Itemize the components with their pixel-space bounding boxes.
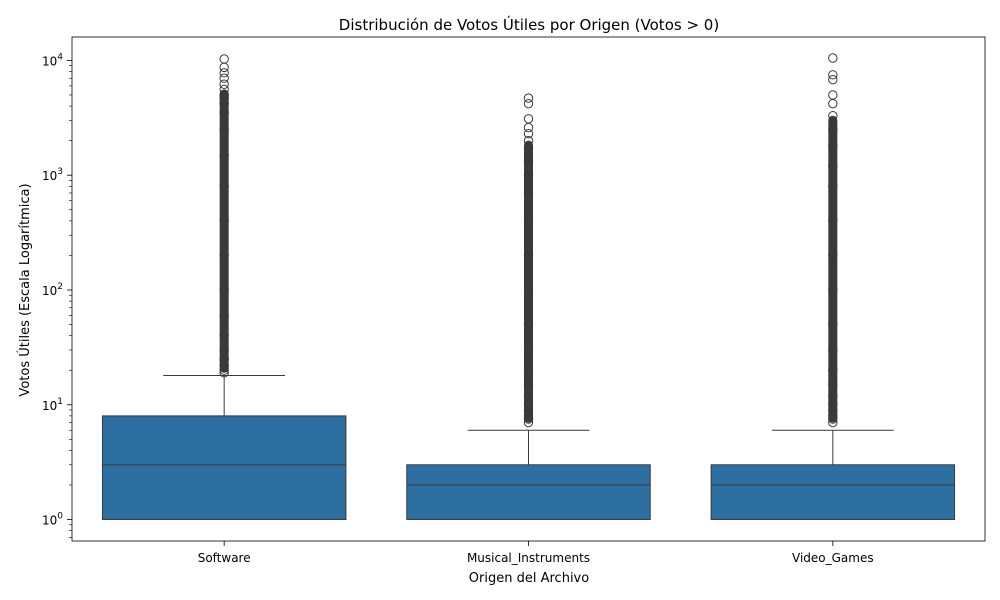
outlier-point-21 <box>523 98 534 109</box>
box-group-Musical_Instruments <box>406 93 651 521</box>
x-tick-label-Video_Games: Video_Games <box>792 551 874 565</box>
iqr-box <box>710 464 956 521</box>
outlier-point-13 <box>828 181 838 192</box>
outlier-point-0 <box>523 417 534 428</box>
outlier-point-6 <box>523 379 534 390</box>
outlier-point-15 <box>828 141 838 151</box>
outlier-point-11 <box>523 250 534 261</box>
outlier-point-13 <box>523 188 534 198</box>
outlier-point-14 <box>523 170 534 180</box>
outlier-point-2 <box>828 411 838 421</box>
outlier-point-21 <box>219 62 229 73</box>
outlier-point-17 <box>828 110 838 121</box>
outlier-point-7 <box>523 365 534 375</box>
outlier-point-4 <box>828 400 838 410</box>
y-tick-label-4: 104 <box>42 52 63 68</box>
outlier-point-18 <box>523 128 534 139</box>
outlier-cluster <box>828 115 838 423</box>
outlier-point-0 <box>828 417 838 428</box>
outlier-point-19 <box>828 90 838 100</box>
chart-title: Distribución de Votos Útiles por Origen … <box>339 15 719 34</box>
outlier-point-10 <box>219 181 229 192</box>
outlier-point-14 <box>828 161 838 171</box>
outlier-point-10 <box>828 285 838 295</box>
outlier-point-4 <box>523 400 534 410</box>
outlier-point-13 <box>219 108 229 118</box>
outlier-point-18 <box>828 98 838 109</box>
outlier-point-19 <box>523 122 534 133</box>
outlier-point-4 <box>219 345 229 355</box>
outlier-point-17 <box>219 84 229 95</box>
outlier-point-21 <box>828 70 838 80</box>
outlier-point-8 <box>523 345 534 355</box>
outlier-point-11 <box>828 250 838 261</box>
outlier-point-1 <box>828 414 838 424</box>
y-tick-label-0: 100 <box>42 512 63 528</box>
outlier-point-12 <box>219 124 229 135</box>
outlier-point-16 <box>828 124 838 135</box>
box-group-Video_Games <box>710 53 956 521</box>
outlier-point-12 <box>828 216 838 226</box>
outlier-point-1 <box>219 365 229 375</box>
y-tick-label-3: 103 <box>42 167 63 183</box>
outlier-point-7 <box>828 365 838 375</box>
outlier-point-22 <box>828 53 838 63</box>
outlier-point-22 <box>219 54 229 64</box>
outlier-point-8 <box>828 345 838 355</box>
y-tick-label-2: 102 <box>42 282 63 298</box>
x-tick-label-Software: Software <box>198 551 251 565</box>
outlier-point-15 <box>523 157 534 167</box>
outlier-point-10 <box>523 285 534 295</box>
outlier-cluster <box>219 89 229 373</box>
outlier-point-8 <box>219 250 229 261</box>
x-axis-label: Origen del Archivo <box>469 571 589 586</box>
outlier-point-20 <box>523 114 534 124</box>
outlier-point-11 <box>219 150 229 160</box>
outlier-point-18 <box>219 79 229 89</box>
outlier-point-22 <box>523 93 534 103</box>
box-group-Software <box>101 54 347 521</box>
iqr-box <box>406 464 651 521</box>
outlier-point-16 <box>219 90 229 100</box>
outlier-point-9 <box>219 216 229 226</box>
outlier-cluster <box>524 140 533 423</box>
outlier-point-9 <box>828 319 838 330</box>
outlier-point-12 <box>523 216 534 226</box>
outlier-point-0 <box>219 368 229 378</box>
outlier-point-6 <box>219 310 229 321</box>
iqr-box <box>101 415 347 521</box>
outlier-point-6 <box>828 379 838 390</box>
outlier-point-20 <box>219 68 229 78</box>
outlier-point-2 <box>523 411 534 421</box>
plot-area <box>101 53 956 521</box>
outlier-point-5 <box>523 390 534 401</box>
outlier-point-3 <box>523 405 534 415</box>
outlier-point-19 <box>219 73 229 83</box>
outlier-point-2 <box>219 360 229 371</box>
outlier-point-7 <box>219 285 229 295</box>
outlier-point-5 <box>219 330 229 341</box>
outlier-point-20 <box>828 74 838 85</box>
y-tick-label-1: 101 <box>42 397 63 413</box>
outlier-point-9 <box>523 319 534 330</box>
outlier-point-3 <box>219 354 229 364</box>
outlier-point-17 <box>523 135 534 146</box>
outlier-point-5 <box>828 390 838 401</box>
outlier-point-3 <box>828 405 838 415</box>
x-tick-label-Musical_Instruments: Musical_Instruments <box>467 551 590 565</box>
outlier-point-1 <box>523 414 534 424</box>
y-axis-label: Votos Útiles (Escala Logarítmica) <box>17 183 33 396</box>
